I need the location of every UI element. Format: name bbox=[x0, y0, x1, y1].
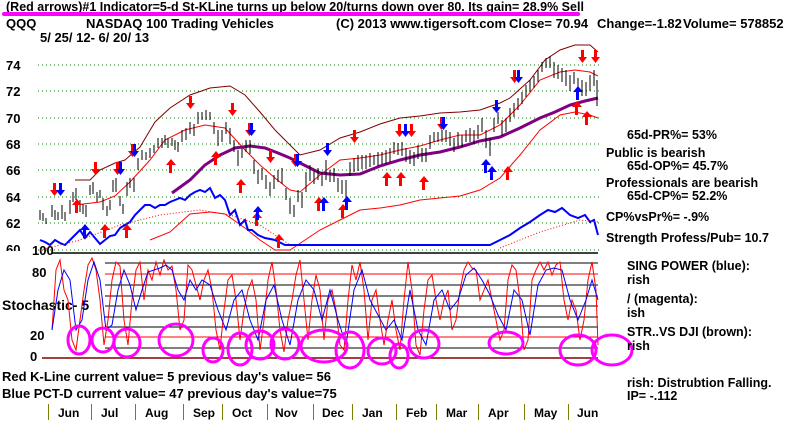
buying-power-label: SING POWER (blue): bbox=[627, 259, 750, 273]
month-label: Dec bbox=[322, 406, 345, 420]
buying-power-value: rish bbox=[627, 273, 650, 287]
price-bars bbox=[39, 56, 598, 224]
magenta-indicator-value: ish bbox=[627, 306, 646, 320]
distribution-status: rish: Distrubtion Falling. bbox=[627, 376, 772, 390]
price-label-72: 72 bbox=[6, 84, 21, 99]
public-sentiment: Public is bearish bbox=[606, 146, 706, 160]
buying-power-line bbox=[39, 186, 599, 247]
month-label: Oct bbox=[232, 406, 253, 420]
stochastic-title: Stochastic- 5 bbox=[2, 297, 90, 313]
lower-band bbox=[149, 111, 599, 251]
pct-d-values: Blue PCT-D current value= 47 previous da… bbox=[2, 386, 337, 401]
headline: (Red arrows)#1 Indicator=5-d St-KLine tu… bbox=[6, 0, 584, 14]
month-label: Nov bbox=[275, 406, 298, 420]
change-value: Change=-1.82 bbox=[597, 16, 682, 31]
price-label-62: 62 bbox=[6, 216, 21, 231]
symbol: QQQ bbox=[6, 16, 37, 31]
cp-vs-pr-stat: CP%vsPr%= -.9% bbox=[606, 210, 710, 224]
month-label: Apr bbox=[488, 406, 509, 420]
month-label: Aug bbox=[145, 406, 169, 420]
pct-d-line bbox=[51, 260, 599, 347]
price-label-74: 74 bbox=[6, 58, 21, 73]
volume-value: Volume= 578852 bbox=[683, 16, 784, 31]
month-label: Jan bbox=[362, 406, 383, 420]
k-line bbox=[51, 256, 599, 356]
magenta-indicator-label: / (magenta): bbox=[627, 292, 698, 306]
rel-strength-value: rish bbox=[627, 339, 650, 353]
month-label: Sep bbox=[193, 406, 216, 420]
price-label-66: 66 bbox=[6, 163, 21, 178]
upper-band-outer bbox=[75, 44, 599, 181]
month-label: Jul bbox=[101, 406, 119, 420]
headline-underline bbox=[2, 12, 580, 16]
stoch-label-0: 0 bbox=[30, 349, 38, 364]
k-line-values: Red K-Line current value= 5 previous day… bbox=[2, 369, 331, 384]
month-label: Jun bbox=[577, 406, 599, 420]
oversold-circles bbox=[66, 322, 634, 370]
upper-band-inner bbox=[74, 69, 599, 206]
close-value: Close= 70.94 bbox=[509, 16, 589, 31]
stoch-label-20: 20 bbox=[30, 328, 45, 343]
month-axis: Jun Jul Aug Sep Oct Nov Dec Jan Feb Mar … bbox=[0, 404, 800, 422]
professionals-sentiment: Professionals are bearish bbox=[606, 176, 759, 190]
ma-65-line bbox=[171, 96, 599, 195]
security-name: NASDAQ 100 Trading Vehicles bbox=[86, 16, 274, 31]
month-label: Feb bbox=[406, 406, 428, 420]
price-label-64: 64 bbox=[6, 190, 21, 205]
price-label-68: 68 bbox=[6, 137, 21, 152]
price-label-70: 70 bbox=[6, 111, 21, 126]
month-label: May bbox=[534, 406, 558, 420]
red-signal-arrows bbox=[50, 50, 600, 248]
month-label: Jun bbox=[58, 406, 80, 420]
strength-stat: Strength Profess/Pub= 10.7 bbox=[606, 231, 769, 245]
blue-signal-arrows bbox=[56, 70, 583, 238]
price-gridlines bbox=[38, 64, 600, 251]
ip-stat: IP= -.112 bbox=[627, 389, 678, 403]
op-stat: 65d-OP%= 45.7% bbox=[627, 159, 729, 173]
copyright: (C) 2013 www.tigersoft.com bbox=[336, 16, 506, 31]
month-label: Mar bbox=[446, 406, 468, 420]
cp-stat: 65d-CP%= 52.2% bbox=[627, 189, 728, 203]
date-range: 5/ 25/ 12- 6/ 20/ 13 bbox=[40, 30, 150, 45]
pr-stat: 65d-PR%= 53% bbox=[627, 128, 717, 142]
stoch-label-80: 80 bbox=[32, 265, 47, 280]
price-label-60: 60 bbox=[6, 242, 21, 251]
rel-strength-label: STR..VS DJI (brown): bbox=[627, 325, 752, 339]
